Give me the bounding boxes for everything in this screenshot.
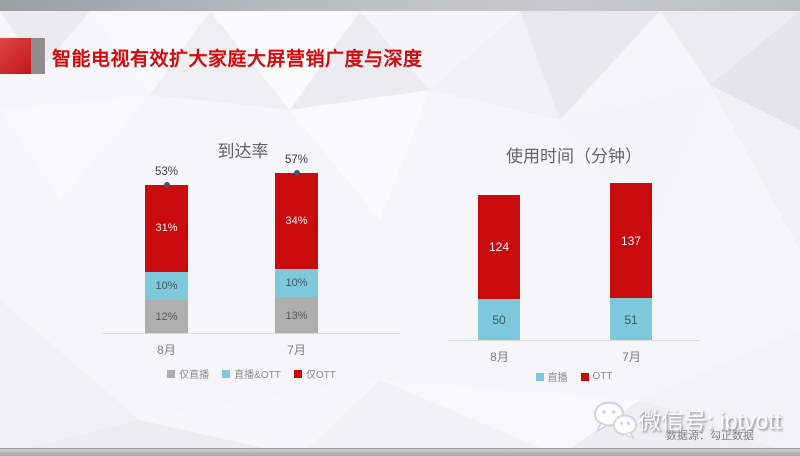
segment-live-and-ott: 10% [275, 269, 318, 298]
wechat-account-label: 微信号: iptvott [638, 408, 782, 434]
segment-live-and-ott: 10% [145, 272, 188, 301]
reach-chart-title: 到达率 [217, 142, 269, 161]
top-strip [0, 0, 800, 11]
reach-legend: 仅直播 直播&OTT 仅OTT [103, 366, 400, 381]
legend-label: 直播 [547, 373, 568, 384]
segment-value-label: 137 [620, 233, 642, 248]
legend-swatch-gray [167, 369, 176, 378]
total-marker-dot [293, 170, 300, 177]
segment-value-label: 12% [155, 311, 178, 324]
legend-swatch-red [580, 372, 589, 381]
reach-bar-august: 53% 31% 10% 12% [145, 166, 188, 334]
segment-value-label: 10% [155, 280, 178, 293]
usage-chart-title: 使用时间（分钟） [506, 147, 642, 166]
legend-item-ott: OTT [580, 371, 613, 382]
segment-value-label: 13% [285, 309, 308, 322]
wechat-icon [593, 401, 637, 439]
legend-item-only-ott: 仅OTT [293, 366, 336, 381]
usage-x-axis [448, 340, 700, 341]
usage-legend: 直播 OTT [448, 369, 700, 384]
data-source-label: 数据源：勾正数据 [666, 430, 754, 442]
segment-only-ott: 34% [275, 173, 318, 270]
segment-only-live: 13% [275, 297, 318, 334]
usage-bar-august: 124 50 [478, 194, 520, 341]
title-accent-block [0, 38, 31, 74]
total-marker-dot [163, 181, 170, 188]
reach-category-july: 7月 [287, 343, 306, 357]
legend-item-live: 直播 [535, 369, 568, 384]
reach-x-axis [103, 333, 400, 334]
legend-swatch-blue [535, 372, 544, 381]
segment-value-label: 34% [285, 215, 308, 228]
legend-swatch-red [293, 369, 302, 378]
segment-value-label: 124 [488, 239, 510, 254]
segment-value-label: 51 [624, 312, 638, 327]
legend-swatch-blue [222, 369, 231, 378]
reach-category-august: 8月 [157, 343, 176, 357]
bottom-strip [0, 448, 800, 456]
usage-category-july: 7月 [622, 350, 641, 364]
total-label: 57% [284, 154, 309, 167]
usage-category-august: 8月 [490, 350, 509, 364]
legend-label: 仅直播 [179, 370, 210, 381]
slide-title: 智能电视有效扩大家庭大屏营销广度与深度 [52, 49, 423, 70]
usage-bar-july: 137 51 [610, 183, 652, 341]
segment-ott: 124 [478, 194, 520, 299]
legend-item-live-and-ott: 直播&OTT [222, 366, 281, 381]
segment-live: 50 [478, 299, 520, 341]
segment-only-live: 12% [145, 300, 188, 334]
total-label: 53% [154, 165, 179, 178]
segment-value-label: 50 [492, 313, 506, 327]
reach-bar-july: 57% 34% 10% 13% [275, 154, 318, 334]
segment-value-label: 31% [155, 222, 178, 235]
title-accent-shadow [31, 38, 45, 74]
legend-label: 仅OTT [305, 370, 336, 381]
legend-label: OTT [592, 371, 613, 382]
segment-ott: 137 [610, 183, 652, 299]
segment-live: 51 [610, 298, 652, 341]
segment-only-ott: 31% [145, 184, 188, 273]
segment-value-label: 10% [285, 277, 308, 290]
legend-label: 直播&OTT [234, 370, 281, 381]
legend-item-only-live: 仅直播 [167, 366, 209, 381]
